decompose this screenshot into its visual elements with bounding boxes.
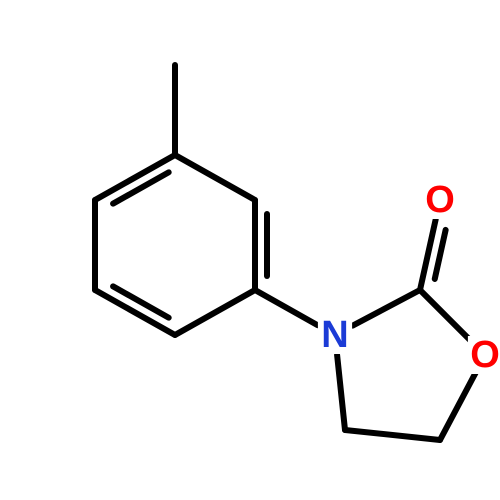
bond bbox=[255, 290, 318, 325]
bond bbox=[440, 373, 476, 440]
bond bbox=[435, 230, 446, 279]
bond bbox=[353, 290, 420, 326]
atom-label-o: O bbox=[425, 179, 455, 221]
atom-label-n: N bbox=[321, 314, 348, 356]
bond bbox=[337, 355, 345, 430]
bond bbox=[345, 430, 440, 440]
bond bbox=[175, 155, 255, 200]
molecule-canvas: N O O bbox=[0, 0, 500, 500]
bond bbox=[420, 290, 471, 341]
atom-label-o: O bbox=[470, 334, 500, 376]
bond bbox=[175, 290, 255, 335]
